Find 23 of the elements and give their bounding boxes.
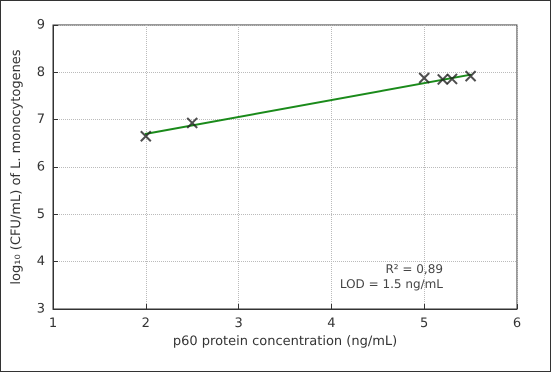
y-tick-label: 3 [36, 302, 45, 316]
annotation: LOD = 1.5 ng/mL [340, 277, 444, 291]
point [418, 72, 430, 84]
point [464, 70, 477, 82]
annotation: R² = 0,89 [385, 262, 443, 276]
y-tick-label: 5 [36, 206, 45, 222]
x-tick-label: 3 [234, 316, 243, 331]
x-tick-label: 5 [420, 316, 428, 331]
x-axis-title: p60 protein concentration (ng/mL) [172, 334, 398, 349]
y-tick-label: 9 [36, 18, 45, 32]
y-tick-label: 6 [36, 160, 45, 174]
x-tick-label: 2 [142, 316, 150, 331]
x-tick-label: 6 [512, 316, 522, 331]
point [186, 116, 198, 129]
x-tick-label: 1 [48, 316, 58, 331]
point [446, 72, 458, 85]
x-tick-label: 4 [327, 316, 336, 331]
point [436, 73, 449, 86]
point [140, 130, 152, 142]
y-tick-label: 4 [36, 254, 45, 270]
y-axis-title: log₁₀ (CFU/mL) of L. monocytogenes [9, 49, 24, 285]
y-tick-label: 7 [36, 112, 45, 128]
y-tick-label: 8 [36, 64, 45, 80]
